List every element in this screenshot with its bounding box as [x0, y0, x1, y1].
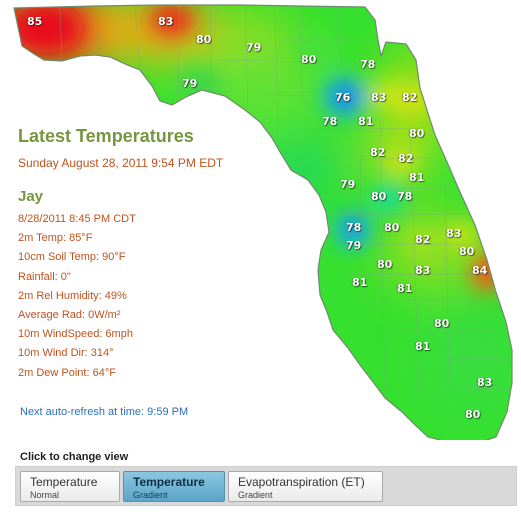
temp-label: 78 [397, 190, 413, 203]
temp-label: 80 [301, 53, 317, 66]
temp-label: 80 [434, 317, 450, 330]
view-button-temperature-gradient[interactable]: Temperature Gradient [123, 471, 225, 502]
temp-label: 78 [346, 221, 362, 234]
station-name: Jay [18, 188, 44, 205]
temp-label: 79 [346, 239, 362, 252]
temp-label: 79 [246, 41, 262, 54]
view-button-label: Temperature [133, 475, 205, 489]
reading-2m-temp: 2m Temp: 85°F [18, 232, 93, 245]
view-button-label: Temperature [30, 475, 98, 489]
temp-label: 80 [409, 127, 425, 140]
auto-refresh-note: Next auto-refresh at time: 9:59 PM [20, 406, 189, 418]
temp-label: 81 [352, 276, 368, 289]
temp-label: 80 [384, 221, 400, 234]
reading-dew-point: 2m Dew Point: 64°F [18, 366, 116, 379]
view-button-et-gradient[interactable]: Evapotranspiration (ET) Gradient [228, 471, 383, 502]
temp-label: 83 [477, 376, 493, 389]
florida-map-area: 85 83 80 79 80 78 79 76 83 82 78 81 80 8… [13, 4, 513, 440]
temp-label: 82 [398, 152, 414, 165]
temp-label: 82 [415, 233, 431, 246]
station-info-panel: Latest Temperatures Sunday August 28, 20… [18, 126, 248, 383]
temp-label: 83 [371, 91, 387, 104]
temp-label: 80 [377, 258, 393, 271]
station-readings: 8/28/2011 8:45 PM CDT 2m Temp: 85°F 10cm… [18, 210, 248, 383]
reading-timestamp: 8/28/2011 8:45 PM CDT [18, 213, 136, 225]
temp-label: 80 [371, 190, 387, 203]
panel-heading: Latest Temperatures [18, 126, 194, 146]
reading-rainfall: Rainfall: 0" [18, 270, 71, 283]
temp-label: 82 [402, 91, 418, 104]
temp-label: 84 [472, 264, 488, 277]
temp-label: 78 [322, 115, 338, 128]
temp-label: 83 [158, 15, 174, 28]
temp-label: 81 [397, 282, 413, 295]
view-button-sublabel: Gradient [133, 490, 168, 500]
view-button-sublabel: Gradient [238, 490, 273, 500]
temp-label: 76 [335, 91, 351, 104]
reading-wind-dir: 10m Wind Dir: 314° [18, 347, 114, 360]
temp-label: 78 [360, 58, 376, 71]
temp-label: 82 [370, 146, 386, 159]
view-button-temperature-normal[interactable]: Temperature Normal [20, 471, 120, 502]
temp-label: 79 [182, 77, 198, 90]
panel-date: Sunday August 28, 2011 9:54 PM EDT [18, 156, 224, 170]
temp-label: 80 [459, 245, 475, 258]
temp-label: 79 [340, 178, 356, 191]
view-button-label: Evapotranspiration (ET) [238, 475, 365, 489]
view-switcher: Temperature Normal Temperature Gradient … [15, 466, 517, 506]
temp-label: 81 [358, 115, 374, 128]
reading-wind-speed: 10m WindSpeed: 6mph [18, 328, 133, 341]
florida-temperature-map [13, 4, 513, 440]
view-caption: Click to change view [20, 451, 129, 463]
temp-label: 81 [415, 340, 431, 353]
reading-soil-temp: 10cm Soil Temp: 90°F [18, 251, 126, 264]
view-button-sublabel: Normal [30, 490, 60, 500]
temp-label: 83 [415, 264, 431, 277]
temp-label: 85 [27, 15, 43, 28]
temp-label: 83 [446, 227, 462, 240]
temp-label: 80 [196, 33, 212, 46]
reading-radiation: Average Rad: 0W/m² [18, 309, 121, 322]
reading-humidity: 2m Rel Humidity: 49% [18, 289, 127, 302]
temp-label: 80 [465, 408, 481, 421]
temp-label: 81 [409, 171, 425, 184]
